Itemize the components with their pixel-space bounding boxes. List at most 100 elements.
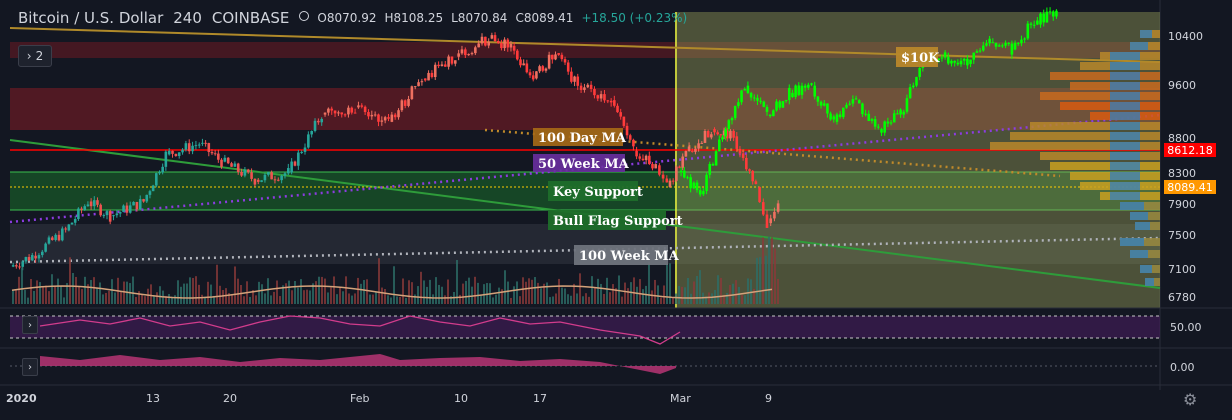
projection-candle	[816, 96, 820, 102]
history-late-candle	[528, 72, 532, 76]
volume-bar	[558, 278, 560, 304]
annotation-100-week-ma-text: 100 Week MA	[579, 249, 680, 264]
projection-candle	[991, 42, 995, 44]
volume-bar	[717, 275, 719, 304]
volume-bar	[525, 281, 527, 304]
chart-header: Bitcoin / U.S. Dollar 240 COINBASE O8070…	[18, 6, 687, 30]
rsi-line	[39, 315, 681, 345]
projection-candle	[835, 114, 839, 122]
volume-bar	[540, 288, 542, 304]
volume-bar	[360, 283, 362, 304]
volume-bar	[135, 296, 137, 304]
change-value: +18.50 (+0.23%)	[581, 11, 688, 25]
history-late-candle	[651, 163, 654, 169]
indicator-count: 2	[35, 49, 44, 63]
history-late-candle	[480, 36, 484, 44]
volume-bar	[36, 280, 38, 304]
history-late-candle	[563, 59, 567, 63]
history-early-candle	[177, 152, 181, 156]
volume-bar	[180, 286, 182, 304]
annotation-key-support: Key Support	[548, 181, 643, 201]
projection-candle	[1004, 42, 1007, 46]
history-late-candle	[628, 135, 632, 140]
volume-bar	[144, 296, 146, 304]
momentum-area	[40, 354, 676, 374]
indicator-collapse-button[interactable]: › 2	[18, 45, 52, 67]
history-late-candle	[609, 100, 613, 103]
history-late-candle	[503, 39, 506, 49]
projection-candle	[803, 85, 807, 88]
volume-bar	[81, 289, 83, 304]
volume-bar	[414, 294, 416, 304]
volume-bar	[222, 290, 224, 304]
projection-candle	[838, 114, 842, 117]
volume-bar	[24, 290, 26, 304]
history-late-candle	[586, 84, 590, 88]
history-late-candle	[619, 112, 622, 117]
y-tick-9600: 9600	[1168, 79, 1196, 92]
annotation-10k: $10K	[896, 47, 940, 67]
gear-icon[interactable]: ⚙	[1183, 390, 1198, 409]
volume-bar	[507, 281, 509, 304]
chevron-right-icon: ›	[26, 49, 32, 63]
symbol-name[interactable]: Bitcoin / U.S. Dollar	[18, 9, 164, 27]
history-early-candle	[145, 194, 149, 202]
momentum-pane-toggle[interactable]: ›	[22, 358, 38, 376]
interval[interactable]: 240	[173, 9, 202, 27]
volume-profile-bar-buy	[1145, 278, 1154, 286]
history-late-candle	[722, 130, 726, 136]
history-late-candle	[758, 186, 761, 203]
y-tick-7900: 7900	[1168, 198, 1196, 211]
x-tick-feb: Feb	[350, 392, 369, 405]
volume-profile-bar-buy	[1110, 82, 1140, 90]
volume-bar	[330, 287, 332, 304]
volume-bar	[399, 296, 401, 304]
projection-candle	[857, 100, 861, 104]
history-early-candle	[201, 142, 204, 144]
history-late-candle	[773, 211, 776, 219]
volume-profile-bar	[990, 142, 1160, 150]
projection-candle	[778, 101, 782, 108]
projection-candle	[915, 76, 918, 86]
projection-candle	[711, 163, 715, 166]
volume-bar	[723, 294, 725, 304]
volume-bar	[375, 292, 377, 304]
volume-bar	[342, 291, 344, 304]
history-early-candle	[293, 161, 297, 166]
projection-candle	[912, 85, 915, 88]
projection-candle	[781, 101, 785, 108]
history-late-candle	[748, 169, 751, 171]
volume-bar	[45, 285, 47, 304]
history-early-candle	[233, 163, 237, 167]
history-early-candle	[204, 142, 207, 144]
projection-candle	[813, 85, 817, 97]
volume-ma-line	[11, 285, 773, 299]
projection-candle	[959, 60, 963, 65]
projection-candle	[1029, 23, 1033, 25]
rsi-pane-toggle[interactable]: ›	[22, 316, 38, 334]
projection-candle	[752, 97, 756, 99]
volume-bar	[123, 281, 125, 304]
volume-bar	[276, 280, 278, 304]
projection-candle	[832, 116, 836, 120]
projection-candle	[721, 137, 724, 140]
volume-bar	[174, 295, 176, 304]
history-late-candle	[437, 64, 440, 67]
high-value: H8108.25	[384, 11, 444, 25]
history-late-candle	[576, 76, 580, 86]
history-early-candle	[210, 152, 214, 154]
projection-candle	[994, 42, 998, 47]
volume-bar	[543, 283, 545, 304]
momentum-tick-0: 0.00	[1170, 361, 1195, 374]
history-early-candle	[70, 222, 74, 225]
history-late-candle	[583, 87, 586, 90]
volume-bar	[348, 293, 350, 304]
history-early-candle	[73, 219, 77, 223]
volume-bar	[432, 294, 434, 304]
projection-candle	[679, 170, 683, 173]
volume-profile-bar-buy	[1110, 122, 1140, 130]
history-late-candle	[470, 53, 474, 55]
red-line-price-text: 8612.18	[1167, 143, 1213, 157]
